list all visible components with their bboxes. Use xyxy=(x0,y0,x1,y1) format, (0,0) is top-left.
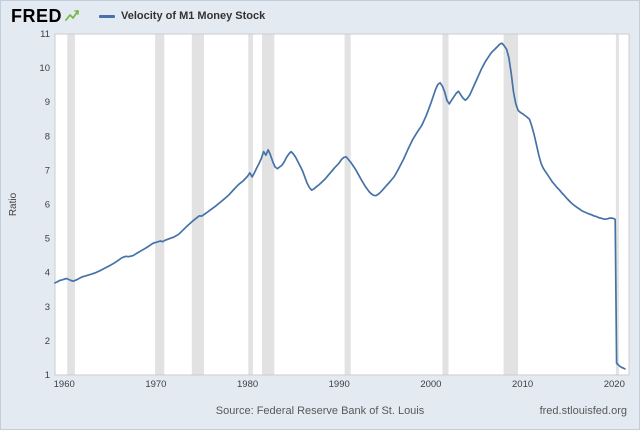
recession-band xyxy=(344,34,351,375)
x-tick-label: 1990 xyxy=(329,379,350,390)
x-tick-label: 2000 xyxy=(420,379,441,390)
x-tick-label: 1960 xyxy=(54,379,75,390)
fred-logo[interactable]: FRED xyxy=(11,7,83,25)
x-tick-label: 1980 xyxy=(237,379,258,390)
plot-area[interactable] xyxy=(54,33,630,376)
legend-line-icon xyxy=(99,14,115,18)
y-tick-label: 4 xyxy=(45,268,50,279)
fred-logo-text: FRED xyxy=(11,6,62,26)
recession-band xyxy=(615,34,619,375)
y-axis-title: Ratio xyxy=(8,192,19,216)
x-tick-label: 2020 xyxy=(604,379,625,390)
recession-band xyxy=(191,34,204,375)
y-tick-label: 8 xyxy=(45,131,50,142)
chart-legend: Velocity of M1 Money Stock xyxy=(99,10,265,22)
fred-logo-sparkline-icon xyxy=(65,10,79,21)
y-tick-label: 6 xyxy=(45,200,50,211)
m1-velocity-line-chart[interactable]: 1 2 3 4 5 6 7 8 9 10 11 1960 1970 1980 1990 2000 2010 202… xyxy=(7,29,635,393)
y-tick-label: 3 xyxy=(45,302,50,313)
y-tick-label: 10 xyxy=(39,63,50,74)
legend-series-label: Velocity of M1 Money Stock xyxy=(121,10,266,22)
chart-header: FRED Velocity of M1 Money Stock xyxy=(1,1,639,29)
y-tick-label: 7 xyxy=(45,165,50,176)
source-link[interactable]: Source: Federal Reserve Bank of St. Loui… xyxy=(215,405,425,417)
series-line xyxy=(54,42,626,370)
recession-band xyxy=(262,34,275,375)
fred-site-link[interactable]: fred.stlouisfed.org xyxy=(539,405,627,417)
recession-band xyxy=(503,34,519,375)
recession-band xyxy=(67,34,75,375)
x-tick-label: 2010 xyxy=(512,379,533,390)
recession-band xyxy=(442,34,449,375)
y-tick-label: 2 xyxy=(45,336,50,347)
x-tick-label: 1970 xyxy=(145,379,166,390)
y-tick-label: 9 xyxy=(45,97,50,108)
recession-band xyxy=(155,34,165,375)
y-tick-label: 5 xyxy=(45,234,50,245)
y-tick-label: 11 xyxy=(40,29,50,40)
chart-area-wrapper: 1 2 3 4 5 6 7 8 9 10 11 1960 1970 1980 1990 2000 2010 202… xyxy=(7,29,633,393)
chart-footer: Source: Federal Reserve Bank of St. Loui… xyxy=(1,393,639,429)
y-tick-label: 1 xyxy=(45,370,50,381)
recession-band xyxy=(248,34,253,375)
